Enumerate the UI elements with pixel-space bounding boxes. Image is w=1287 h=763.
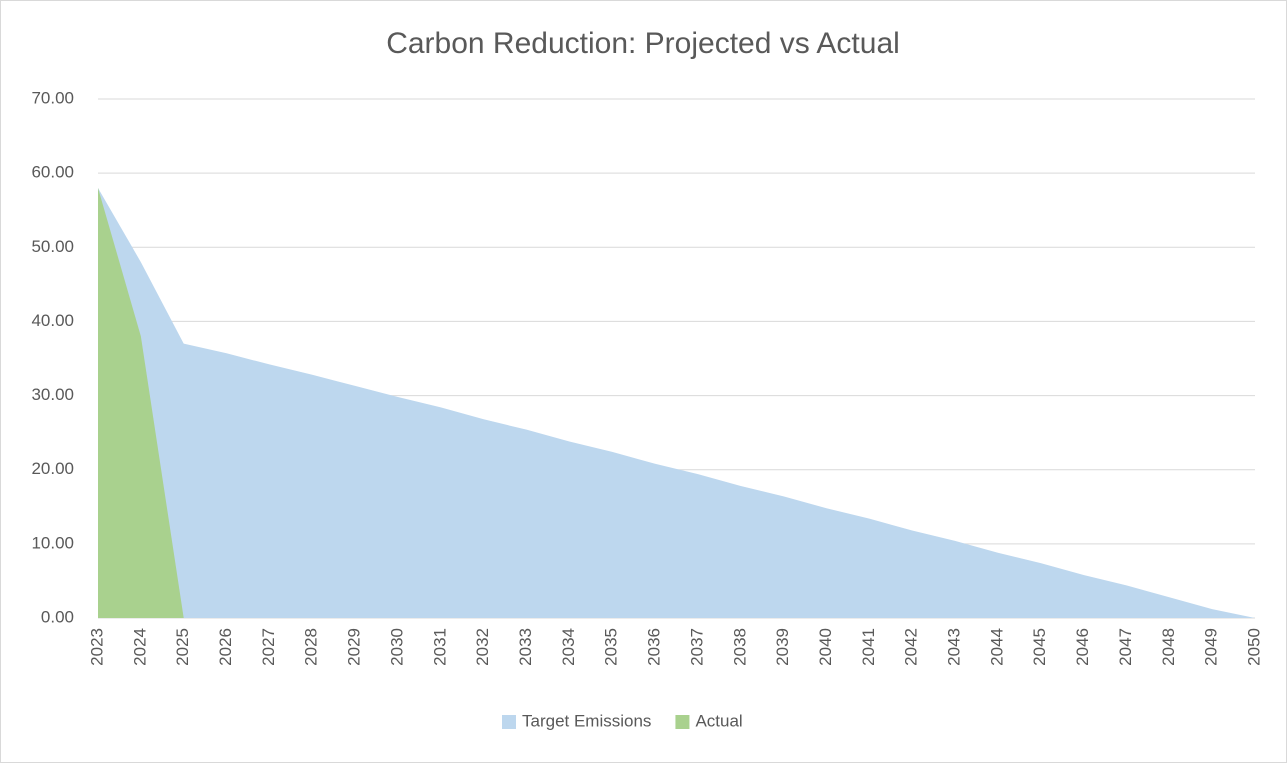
x-tick-label: 2049 [1202,628,1221,666]
x-tick-label: 2045 [1030,628,1049,666]
x-tick-label: 2048 [1159,628,1178,666]
x-tick-label: 2037 [687,628,706,666]
legend-label: Actual [695,711,742,730]
legend-swatch [675,715,690,729]
x-tick-label: 2032 [473,628,492,666]
x-tick-label: 2038 [730,628,749,666]
x-tick-label: 2046 [1073,628,1092,666]
x-tick-label: 2040 [816,628,835,666]
x-tick-label: 2029 [345,628,364,666]
legend-swatch [502,715,516,729]
chart-title: Carbon Reduction: Projected vs Actual [386,27,900,60]
x-tick-label: 2035 [602,628,621,666]
x-tick-label: 2039 [773,628,792,666]
legend: Target Emissions Actual [502,711,743,730]
x-tick-label: 2023 [87,628,106,666]
x-tick-label: 2041 [859,628,878,666]
axis-labels: 0.00 10.00 20.00 30.00 40.00 50.00 60.00 70.00 2… [31,88,1263,665]
y-tick-label: 50.00 [31,237,74,256]
y-tick-label: 30.00 [31,385,74,404]
y-tick-label: 60.00 [31,163,74,182]
y-tick-label: 20.00 [31,459,74,478]
x-tick-label: 2042 [902,628,921,666]
y-tick-label: 70.00 [31,88,74,107]
plot-area [98,187,1255,618]
x-tick-label: 2036 [645,628,664,666]
x-tick-label: 2027 [259,628,278,666]
x-tick-label: 2047 [1116,628,1135,666]
y-tick-label: 40.00 [31,311,74,330]
area [98,187,184,618]
x-tick-label: 2025 [173,628,192,666]
x-tick-label: 2043 [945,628,964,666]
x-tick-label: 2028 [302,628,321,666]
legend-label: Target Emissions [522,711,651,730]
x-tick-label: 2034 [559,628,578,666]
y-tick-label: 10.00 [31,533,74,552]
x-tick-label: 2050 [1244,628,1263,666]
x-tick-label: 2026 [216,628,235,666]
x-tick-label: 2031 [430,628,449,666]
area [98,187,1255,618]
x-tick-label: 2030 [387,628,406,666]
x-tick-label: 2033 [516,628,535,666]
x-tick-label: 2024 [130,628,149,666]
x-tick-label: 2044 [987,628,1006,666]
y-tick-label: 0.00 [41,607,74,626]
